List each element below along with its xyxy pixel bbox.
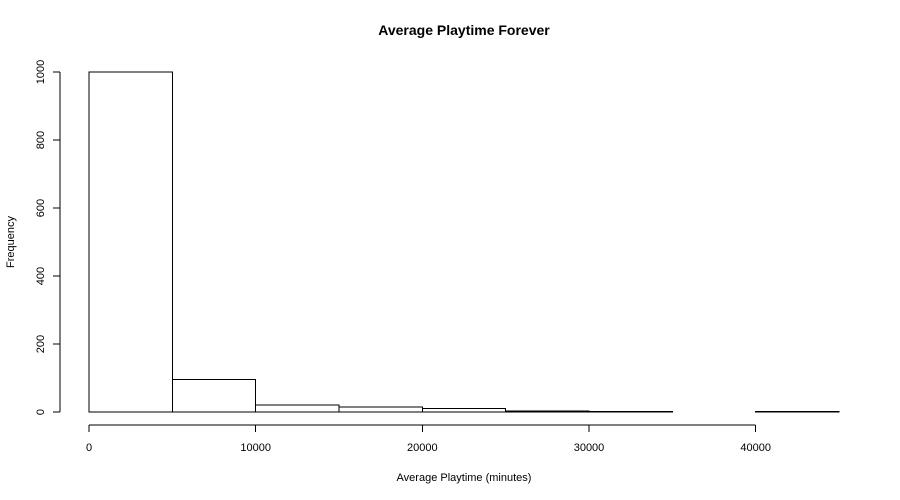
y-tick-label-0: 0 [35, 409, 47, 415]
histogram-bar-2 [255, 404, 340, 413]
x-tick-label-2: 20000 [407, 442, 438, 454]
y-axis-label: Frequency [5, 216, 17, 268]
y-tick-label-4: 800 [35, 131, 47, 149]
y-tick-label-1: 200 [35, 335, 47, 353]
x-tick-label-4: 40000 [740, 442, 771, 454]
histogram-bar-5 [505, 410, 590, 413]
x-tick-label-3: 30000 [574, 442, 605, 454]
y-axis: 0 200 400 600 800 1000 [35, 60, 61, 415]
histogram-bar-1 [171, 379, 257, 413]
x-tick-label-1: 10000 [240, 442, 271, 454]
chart-title: Average Playtime Forever [378, 22, 550, 38]
bars-layer [88, 71, 840, 413]
histogram-bar-3 [338, 406, 423, 413]
x-axis: 0 10000 20000 30000 40000 [86, 424, 771, 454]
x-tick-label-0: 0 [86, 442, 92, 454]
y-tick-label-5: 1000 [35, 60, 47, 84]
histogram-bar-0 [88, 71, 173, 413]
histogram-bar-4 [421, 407, 507, 413]
x-axis-label: Average Playtime (minutes) [397, 472, 532, 484]
y-tick-label-2: 400 [35, 267, 47, 285]
y-tick-label-3: 600 [35, 199, 47, 217]
